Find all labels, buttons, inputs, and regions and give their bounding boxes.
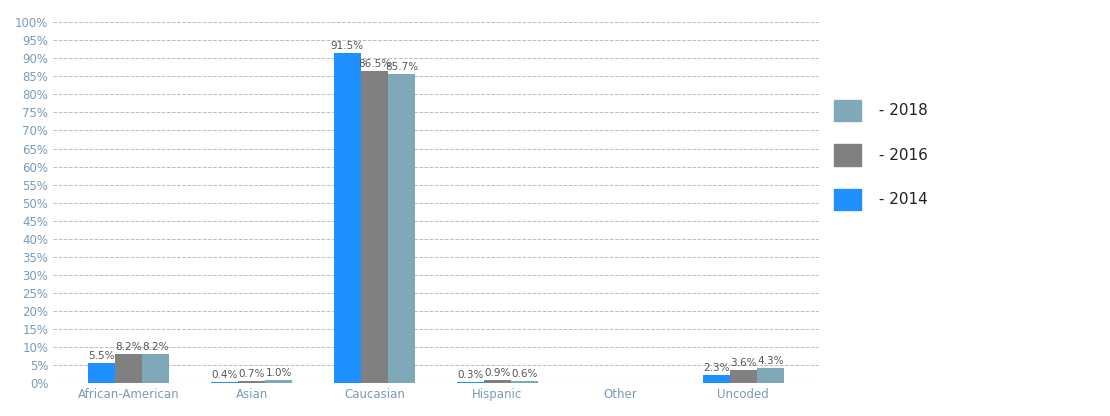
Text: 86.5%: 86.5%: [357, 59, 391, 69]
Bar: [238, 381, 265, 383]
Text: 2.3%: 2.3%: [703, 363, 729, 373]
Bar: [361, 71, 388, 383]
Bar: [142, 354, 169, 383]
Text: 0.9%: 0.9%: [484, 368, 511, 378]
Bar: [457, 382, 484, 383]
Bar: [511, 381, 538, 383]
Text: 8.2%: 8.2%: [142, 342, 169, 352]
Text: 85.7%: 85.7%: [385, 62, 418, 72]
Text: 0.7%: 0.7%: [239, 369, 264, 379]
Bar: [388, 74, 415, 383]
Bar: [211, 382, 238, 383]
Text: 1.0%: 1.0%: [265, 368, 292, 378]
Bar: [484, 380, 511, 383]
Bar: [115, 354, 142, 383]
Bar: [757, 368, 784, 383]
Text: 0.6%: 0.6%: [512, 369, 537, 379]
Bar: [729, 370, 757, 383]
Text: 0.4%: 0.4%: [211, 370, 238, 380]
Bar: [703, 375, 729, 383]
Text: 91.5%: 91.5%: [331, 41, 364, 51]
Text: 0.3%: 0.3%: [457, 370, 484, 380]
Bar: [88, 363, 115, 383]
Text: 8.2%: 8.2%: [115, 342, 142, 352]
Bar: [265, 379, 292, 383]
Text: 5.5%: 5.5%: [89, 352, 114, 362]
Text: 4.3%: 4.3%: [757, 356, 784, 366]
Text: 3.6%: 3.6%: [730, 358, 757, 368]
Bar: [334, 53, 361, 383]
Legend:  - 2018,  - 2016,  - 2014: - 2018, - 2016, - 2014: [834, 99, 928, 210]
